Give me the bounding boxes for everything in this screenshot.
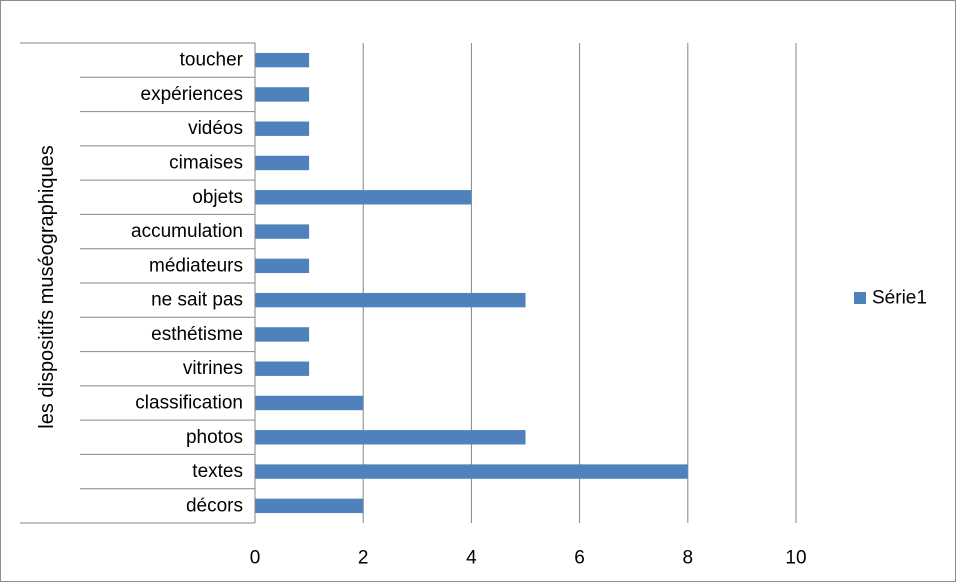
bar xyxy=(255,52,310,68)
x-tick-label: 4 xyxy=(466,548,477,569)
x-tick-label: 0 xyxy=(250,548,261,569)
category-label: cimaises xyxy=(169,153,243,174)
bar xyxy=(255,361,310,376)
category-label: vitrines xyxy=(183,358,243,379)
category-label: classification xyxy=(135,393,243,414)
gridlines xyxy=(254,43,797,523)
bar xyxy=(255,292,526,308)
bar xyxy=(255,498,364,514)
legend: Série1 xyxy=(854,288,927,309)
bar xyxy=(255,464,688,479)
x-tick-label: 8 xyxy=(683,548,694,569)
category-separators xyxy=(20,42,256,524)
x-tick-label: 2 xyxy=(358,548,369,569)
category-label: toucher xyxy=(180,50,244,71)
bar xyxy=(255,87,310,102)
x-tick-label: 10 xyxy=(785,548,806,569)
category-label: photos xyxy=(186,427,243,448)
legend-swatch xyxy=(854,292,866,304)
category-label: textes xyxy=(192,461,243,482)
category-label: esthétisme xyxy=(151,324,243,345)
category-label: accumulation xyxy=(131,221,243,242)
x-tick-label: 6 xyxy=(574,548,585,569)
category-labels: décors textes photos classification vitrines… xyxy=(131,50,244,517)
bar xyxy=(255,430,526,445)
category-label: décors xyxy=(186,495,243,516)
legend-label: Série1 xyxy=(872,288,927,309)
category-label: objets xyxy=(192,187,243,208)
bar-series xyxy=(255,52,688,514)
bar xyxy=(255,327,310,342)
bar xyxy=(255,395,364,411)
bar xyxy=(255,155,310,171)
category-label: expériences xyxy=(141,84,243,105)
bar xyxy=(255,121,310,136)
y-axis-title: les dispositifs muséographiques xyxy=(36,145,58,429)
bar xyxy=(255,258,310,274)
category-label: ne sait pas xyxy=(151,290,243,311)
category-label: médiateurs xyxy=(149,255,243,276)
bar xyxy=(255,224,310,239)
bar xyxy=(255,190,472,205)
x-tick-labels: 0 2 4 6 8 10 xyxy=(250,548,807,569)
category-label: vidéos xyxy=(188,118,243,139)
